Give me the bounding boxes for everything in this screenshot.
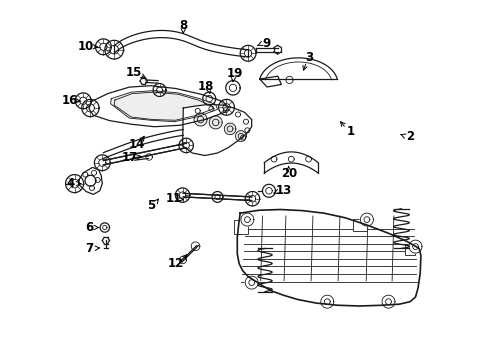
Polygon shape xyxy=(89,86,228,127)
Polygon shape xyxy=(244,192,259,206)
Text: 6: 6 xyxy=(85,221,93,234)
Text: 18: 18 xyxy=(197,80,213,93)
Text: 15: 15 xyxy=(125,66,142,79)
Polygon shape xyxy=(212,192,223,202)
Text: 10: 10 xyxy=(77,40,93,53)
Polygon shape xyxy=(79,167,102,194)
Polygon shape xyxy=(209,116,222,129)
Polygon shape xyxy=(305,156,311,162)
Bar xyxy=(233,220,247,234)
Polygon shape xyxy=(240,135,245,140)
Polygon shape xyxy=(89,185,94,190)
Polygon shape xyxy=(225,81,240,95)
Text: 13: 13 xyxy=(275,184,291,197)
Polygon shape xyxy=(244,128,249,133)
Text: 1: 1 xyxy=(346,125,354,138)
Polygon shape xyxy=(208,106,213,111)
Polygon shape xyxy=(240,45,256,61)
Polygon shape xyxy=(110,91,217,122)
Text: 14: 14 xyxy=(128,138,144,150)
Polygon shape xyxy=(100,223,109,232)
Text: 2: 2 xyxy=(405,130,413,143)
Polygon shape xyxy=(203,92,215,105)
Bar xyxy=(352,219,366,231)
Bar xyxy=(404,244,415,255)
Polygon shape xyxy=(360,213,373,226)
Polygon shape xyxy=(320,295,333,308)
Polygon shape xyxy=(235,131,246,141)
Polygon shape xyxy=(243,119,248,124)
Text: 5: 5 xyxy=(146,199,155,212)
Polygon shape xyxy=(237,210,420,306)
Polygon shape xyxy=(179,138,193,153)
Polygon shape xyxy=(104,40,123,59)
Text: 16: 16 xyxy=(61,94,78,107)
Text: 12: 12 xyxy=(168,257,184,270)
Text: 20: 20 xyxy=(281,167,297,180)
Text: 19: 19 xyxy=(226,67,242,80)
Polygon shape xyxy=(262,184,275,197)
Polygon shape xyxy=(94,155,110,171)
Text: 11: 11 xyxy=(166,192,182,205)
Polygon shape xyxy=(381,295,394,308)
Polygon shape xyxy=(95,177,100,183)
Polygon shape xyxy=(408,240,421,253)
Polygon shape xyxy=(194,113,206,126)
Polygon shape xyxy=(81,99,99,117)
Polygon shape xyxy=(270,156,276,162)
Text: 17: 17 xyxy=(122,151,138,164)
Text: 7: 7 xyxy=(85,242,93,255)
Polygon shape xyxy=(195,108,200,113)
Polygon shape xyxy=(241,213,253,226)
Text: 4: 4 xyxy=(67,177,75,190)
Polygon shape xyxy=(153,84,166,96)
Polygon shape xyxy=(223,108,228,113)
Polygon shape xyxy=(175,188,189,202)
Polygon shape xyxy=(82,172,88,177)
Text: 8: 8 xyxy=(179,19,187,32)
Polygon shape xyxy=(218,99,234,115)
Polygon shape xyxy=(288,156,294,162)
Text: 3: 3 xyxy=(305,51,313,64)
Polygon shape xyxy=(75,93,91,109)
Polygon shape xyxy=(235,112,240,117)
Polygon shape xyxy=(244,276,258,289)
Polygon shape xyxy=(65,175,83,193)
Polygon shape xyxy=(95,39,111,55)
Polygon shape xyxy=(182,104,251,156)
Polygon shape xyxy=(224,123,235,135)
Text: 9: 9 xyxy=(262,37,270,50)
Polygon shape xyxy=(91,170,96,175)
Polygon shape xyxy=(259,76,281,87)
Polygon shape xyxy=(259,58,337,88)
